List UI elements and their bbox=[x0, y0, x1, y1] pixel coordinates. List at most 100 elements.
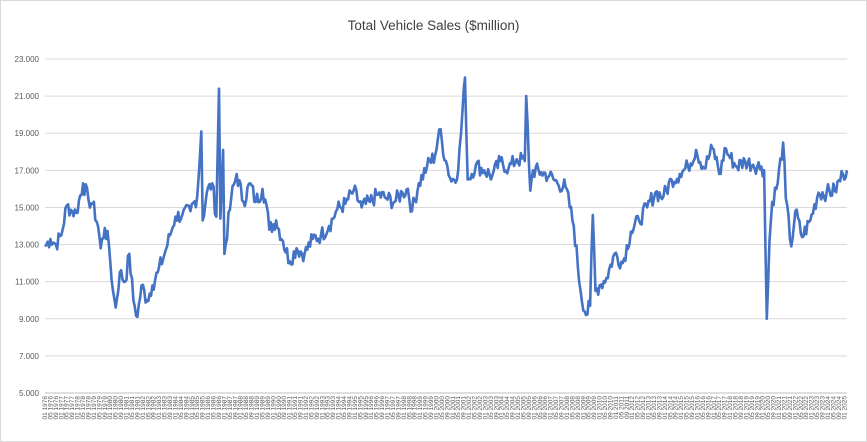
x-tick-label: 01 1994 bbox=[336, 396, 343, 420]
series-line-total-vehicle-sales bbox=[43, 76, 849, 321]
x-tick-label: 05 1998 bbox=[406, 396, 413, 420]
x-tick-label: 05 2012 bbox=[635, 396, 642, 420]
y-tick-label: 15.000 bbox=[15, 203, 40, 212]
x-tick-label: 09 1995 bbox=[363, 396, 370, 420]
x-tick-label: 01 1995 bbox=[352, 396, 359, 420]
x-tick-label: 01 2023 bbox=[809, 396, 816, 420]
x-tick-label: 01 2010 bbox=[597, 396, 604, 420]
x-tick-label: 05 1986 bbox=[211, 396, 218, 420]
x-tick-label: 01 2017 bbox=[711, 396, 718, 420]
x-tick-label: 09 2019 bbox=[754, 396, 761, 420]
x-tick-label: 05 2002 bbox=[472, 396, 479, 420]
x-tick-label: 01 1998 bbox=[401, 396, 408, 420]
x-tick-label: 09 1978 bbox=[85, 396, 92, 420]
x-tick-label: 09 1977 bbox=[69, 396, 76, 420]
x-tick-label: 05 2007 bbox=[553, 396, 560, 420]
x-tick-label: 09 1986 bbox=[216, 396, 223, 420]
x-tick-label: 01 2005 bbox=[515, 396, 522, 420]
x-tick-label: 05 2013 bbox=[651, 396, 658, 420]
x-tick-label: 05 2008 bbox=[569, 396, 576, 420]
y-tick-label: 21.000 bbox=[15, 92, 40, 101]
x-tick-label: 01 2014 bbox=[662, 396, 669, 420]
x-tick-label: 05 2015 bbox=[684, 396, 691, 420]
x-tick-label: 01 1985 bbox=[189, 396, 196, 420]
x-tick-label: 05 2010 bbox=[602, 396, 609, 420]
x-tick-label: 09 1980 bbox=[118, 396, 125, 420]
x-tick-label: 01 2012 bbox=[629, 396, 636, 420]
chart-title: Total Vehicle Sales ($million) bbox=[347, 18, 520, 33]
y-tick-label: 11.000 bbox=[15, 278, 39, 287]
y-tick-label: 13.000 bbox=[15, 241, 40, 250]
x-tick-label: 01 2019 bbox=[743, 396, 750, 420]
x-tick-label: 05 1996 bbox=[374, 396, 381, 420]
x-tick-label: 05 2005 bbox=[520, 396, 527, 420]
x-tick-label: 09 2001 bbox=[461, 396, 468, 420]
x-tick-label: 05 1987 bbox=[227, 396, 234, 420]
x-tick-label: 05 1999 bbox=[423, 396, 430, 420]
x-tick-label: 09 1979 bbox=[102, 396, 109, 420]
x-tick-label: 05 1980 bbox=[113, 396, 120, 420]
x-tick-label: 09 1990 bbox=[281, 396, 288, 420]
x-tick-label: 01 1981 bbox=[124, 396, 131, 420]
x-tick-label: 09 2020 bbox=[771, 396, 778, 420]
x-tick-label: 01 1980 bbox=[107, 396, 114, 420]
x-tick-label: 01 2018 bbox=[727, 396, 734, 420]
x-tick-label: 05 1981 bbox=[129, 396, 136, 420]
x-tick-label: 01 2022 bbox=[792, 396, 799, 420]
x-tick-label: 09 1976 bbox=[53, 396, 60, 420]
x-tick-label: 05 2018 bbox=[733, 396, 740, 420]
x-tick-label: 01 1991 bbox=[287, 396, 294, 420]
x-tick-label: 01 2011 bbox=[613, 396, 620, 419]
x-tick-label: 01 2020 bbox=[760, 396, 767, 420]
x-tick-label: 09 2008 bbox=[575, 396, 582, 420]
x-tick-label: 01 2015 bbox=[678, 396, 685, 420]
y-axis-tick-labels: 5.000 7.000 9.000 11.000 13.000 15.000 17.000 1… bbox=[15, 55, 40, 398]
x-tick-label: 05 1997 bbox=[390, 396, 397, 420]
x-tick-label: 05 1992 bbox=[308, 396, 315, 420]
x-tick-label: 01 1977 bbox=[58, 396, 65, 420]
x-tick-label: 09 2000 bbox=[444, 396, 451, 420]
x-tick-label: 05 2006 bbox=[537, 396, 544, 420]
x-tick-label: 09 2024 bbox=[836, 396, 843, 420]
x-tick-label: 05 2016 bbox=[700, 396, 707, 420]
x-tick-label: 05 2019 bbox=[749, 396, 756, 420]
x-tick-label: 05 1989 bbox=[259, 396, 266, 420]
x-tick-label: 09 1984 bbox=[183, 396, 190, 420]
x-tick-label: 01 1990 bbox=[270, 396, 277, 420]
x-tick-label: 01 1989 bbox=[254, 396, 261, 420]
x-tick-label: 01 2016 bbox=[694, 396, 701, 420]
y-tick-label: 9.000 bbox=[19, 315, 40, 324]
x-tick-label: 09 2013 bbox=[656, 396, 663, 420]
x-tick-label: 05 1976 bbox=[47, 396, 54, 420]
x-tick-label: 05 1990 bbox=[276, 396, 283, 420]
x-tick-label: 09 2018 bbox=[738, 396, 745, 420]
x-tick-label: 09 2007 bbox=[559, 396, 566, 420]
x-tick-label: 09 2016 bbox=[705, 396, 712, 420]
x-tick-label: 01 1976 bbox=[42, 396, 49, 420]
x-tick-label: 09 2015 bbox=[689, 396, 696, 420]
x-tick-label: 09 1997 bbox=[395, 396, 402, 420]
x-tick-label: 05 2011 bbox=[618, 396, 625, 419]
x-tick-label: 09 1994 bbox=[346, 396, 353, 420]
x-tick-label: 09 2012 bbox=[640, 396, 647, 420]
x-tick-label: 05 1988 bbox=[243, 396, 250, 420]
x-tick-label: 01 2003 bbox=[482, 396, 489, 420]
x-tick-label: 01 2021 bbox=[776, 396, 783, 420]
x-tick-label: 05 1985 bbox=[194, 396, 201, 420]
x-tick-label: 09 1985 bbox=[200, 396, 207, 420]
x-tick-label: 01 1997 bbox=[385, 396, 392, 420]
x-tick-label: 09 2021 bbox=[787, 396, 794, 420]
x-tick-label: 09 2005 bbox=[526, 396, 533, 420]
x-tick-label: 01 2006 bbox=[531, 396, 538, 420]
x-tick-label: 01 1987 bbox=[221, 396, 228, 420]
x-tick-label: 09 2002 bbox=[477, 396, 484, 420]
x-tick-label: 01 1996 bbox=[368, 396, 375, 420]
x-tick-label: 09 2014 bbox=[673, 396, 680, 420]
x-tick-label: 09 1989 bbox=[265, 396, 272, 420]
y-tick-label: 17.000 bbox=[15, 166, 40, 175]
x-tick-label: 09 1981 bbox=[134, 396, 141, 420]
x-tick-label: 01 1984 bbox=[172, 396, 179, 420]
